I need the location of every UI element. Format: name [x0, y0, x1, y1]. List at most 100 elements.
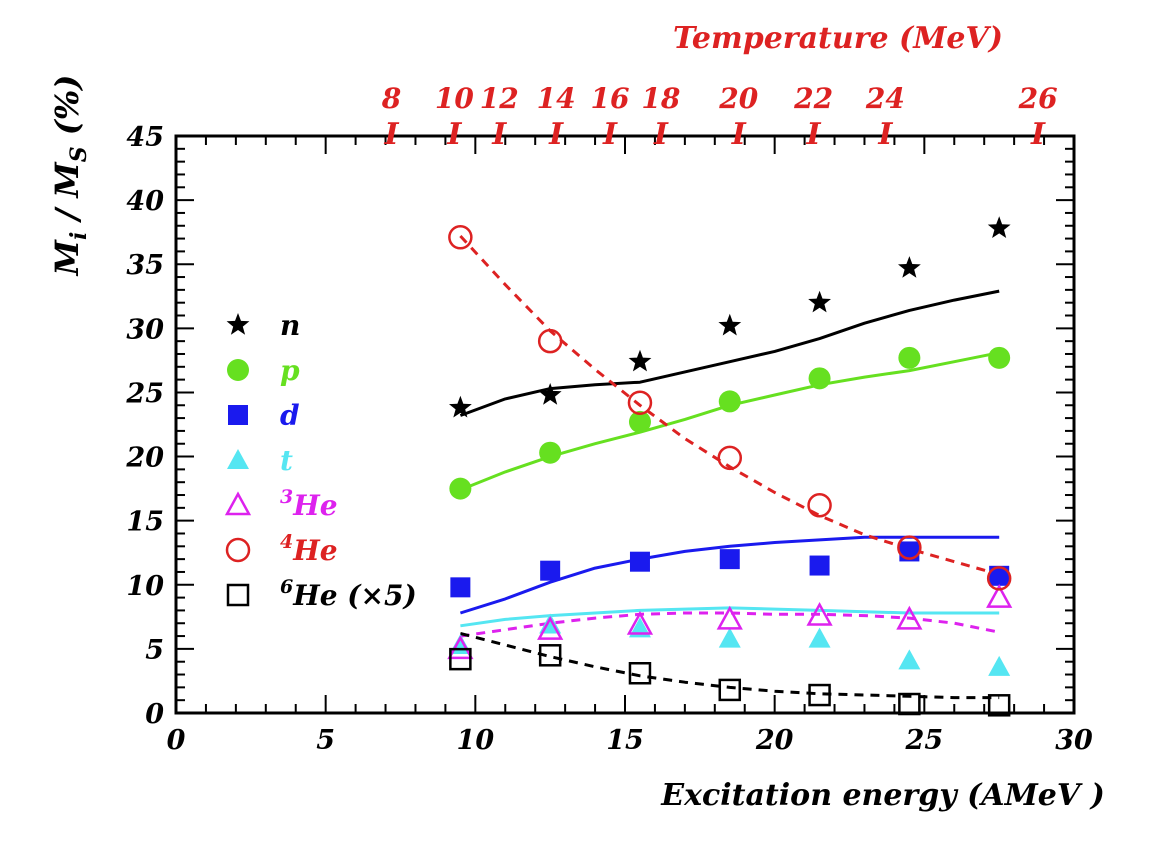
marker-4he — [537, 328, 563, 354]
legend-label-4he: 4He — [280, 531, 338, 567]
marker-t — [988, 655, 1011, 676]
top-axis-title: Temperature (MeV) — [673, 21, 1003, 56]
marker-n — [538, 383, 562, 405]
marker-3he — [537, 616, 564, 640]
marker-p — [449, 477, 472, 500]
marker-t — [898, 649, 921, 670]
legend-marker-4he — [225, 537, 251, 563]
y-tick-label: 15 — [126, 507, 164, 538]
x-tick-label: 10 — [457, 725, 495, 756]
marker-3he — [447, 635, 474, 660]
y-axis-label: Mi / MS (%) — [48, 75, 92, 277]
top-tick-label: 18 — [641, 82, 680, 115]
legend-marker-n — [226, 313, 250, 335]
marker-n — [898, 256, 921, 278]
marker-4he — [986, 566, 1012, 591]
data-markers — [447, 216, 1013, 717]
marker-d — [719, 549, 740, 570]
top-tick-mark: I — [548, 117, 564, 152]
x-tick-label: 30 — [1055, 725, 1093, 756]
legend-label-d: d — [280, 399, 300, 432]
marker-3he — [716, 605, 743, 630]
top-tick-mark: I — [877, 117, 893, 152]
legend-marker-d — [228, 405, 248, 425]
marker-n — [718, 313, 742, 336]
y-tick-label: 30 — [126, 314, 164, 345]
marker-4he — [897, 535, 922, 560]
x-axis-label: Excitation energy (AMeV ) — [660, 778, 1105, 813]
x-tick-label: 15 — [606, 725, 644, 756]
marker-4he — [448, 225, 473, 250]
legend-marker-6he-5- — [226, 583, 250, 607]
top-tick-label: 24 — [865, 82, 905, 115]
curve-6he-5- — [460, 632, 1000, 700]
marker-p — [808, 367, 831, 390]
top-tick-label: 22 — [793, 82, 833, 115]
marker-d — [629, 551, 650, 572]
marker-6he-5- — [718, 678, 742, 702]
y-tick-label: 0 — [145, 699, 164, 730]
curve-3he — [460, 611, 1000, 638]
marker-t — [808, 627, 831, 648]
marker-3he — [626, 610, 654, 635]
y-tick-label: 10 — [126, 571, 164, 602]
legend-label-t: t — [280, 444, 293, 477]
marker-3he — [986, 584, 1013, 608]
marker-n — [449, 395, 472, 418]
marker-n — [987, 216, 1011, 238]
marker-6he-5- — [628, 662, 652, 685]
top-tick-label: 16 — [591, 82, 630, 115]
x-axis-ticks: 0 5 10 15 20 25 30 — [167, 136, 1093, 756]
marker-6he-5- — [987, 694, 1011, 717]
marker-t — [718, 627, 741, 648]
y-tick-label: 20 — [125, 443, 164, 474]
marker-4he — [717, 445, 743, 471]
marker-6he-5- — [538, 644, 562, 667]
y-tick-label: 45 — [126, 122, 164, 153]
y-tick-label: 35 — [126, 250, 164, 281]
marker-n — [628, 349, 652, 372]
marker-4he — [807, 493, 832, 518]
top-tick-mark: I — [383, 117, 399, 152]
marker-p — [988, 346, 1011, 369]
marker-p — [718, 390, 741, 413]
x-tick-label: 20 — [755, 725, 794, 756]
x-tick-label: 25 — [905, 725, 944, 756]
y-tick-label: 25 — [125, 378, 164, 409]
top-tick-label: 10 — [435, 82, 474, 115]
legend-marker-p — [227, 359, 249, 381]
top-tick-label: 14 — [537, 82, 576, 115]
top-tick-mark: I — [491, 117, 507, 152]
marker-p — [539, 441, 562, 464]
y-tick-label: 5 — [145, 635, 164, 666]
top-tick-label: 12 — [480, 82, 519, 115]
marker-d — [540, 560, 561, 581]
marker-p — [628, 410, 651, 433]
marker-d — [989, 565, 1010, 586]
legend-label-p: p — [280, 354, 300, 387]
legend-label-6he-5-: 6He (×5) — [280, 576, 417, 612]
marker-p — [898, 346, 921, 369]
x-tick-label: 0 — [167, 725, 186, 756]
top-tick-mark: I — [653, 117, 669, 152]
marker-3he — [806, 601, 833, 626]
marker-n — [808, 290, 831, 313]
marker-d — [450, 577, 471, 598]
marker-6he-5- — [449, 647, 472, 671]
top-tick-mark: I — [446, 117, 462, 152]
marker-d — [809, 555, 830, 576]
top-tick-label: 8 — [381, 82, 401, 115]
marker-3he — [896, 605, 923, 630]
top-tick-mark: I — [731, 117, 747, 152]
y-tick-label: 40 — [126, 186, 164, 217]
legend-label-n: n — [280, 309, 300, 342]
plot-frame — [174, 134, 1076, 715]
top-tick-mark: I — [602, 117, 618, 152]
x-tick-label: 5 — [316, 725, 335, 756]
top-tick-mark: I — [1030, 117, 1046, 152]
y-axis-ticks: 0 5 10 15 20 25 30 35 40 45 — [125, 122, 1074, 730]
legend-marker-3he — [224, 491, 252, 516]
